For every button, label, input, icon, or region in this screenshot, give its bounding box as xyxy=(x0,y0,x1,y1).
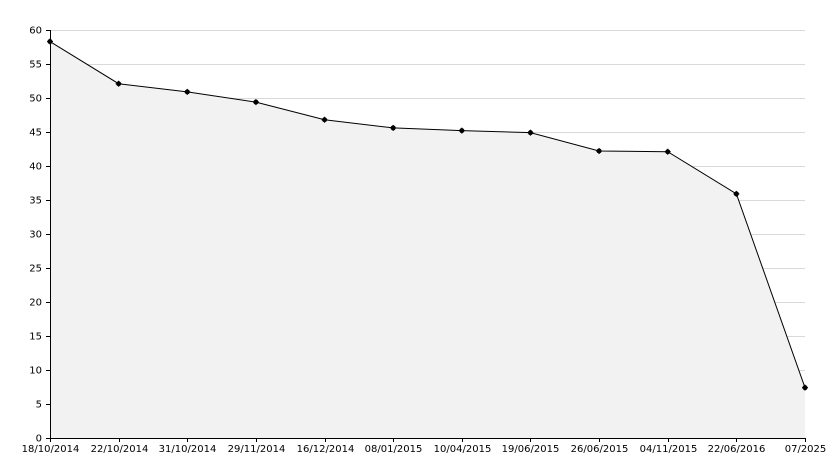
y-tick-label: 0 xyxy=(36,434,42,445)
y-tick-label: 50 xyxy=(29,94,42,105)
x-tick-label: 10/04/2015 xyxy=(434,444,492,455)
area-layer xyxy=(50,41,805,439)
x-tick-label: 22/10/2014 xyxy=(91,444,149,455)
data-point xyxy=(596,148,603,155)
x-tick-label: 26/06/2015 xyxy=(571,444,629,455)
y-tick-label: 55 xyxy=(29,60,42,71)
series-line xyxy=(49,41,806,388)
data-point xyxy=(733,190,740,197)
y-tick-label: 5 xyxy=(36,400,42,411)
data-point xyxy=(115,80,122,87)
data-point xyxy=(321,116,328,123)
y-tick-label: 35 xyxy=(29,196,42,207)
label-layer: 0 5 10 15 20 25 30 35 40 45 50 55 60 18/10/2014 22/10/… xyxy=(22,26,827,456)
x-tick-label: 16/12/2014 xyxy=(297,444,355,455)
y-tick-label: 40 xyxy=(29,162,42,173)
y-tick-label: 10 xyxy=(29,366,42,377)
data-point xyxy=(664,148,671,155)
y-tick-label: 20 xyxy=(29,298,42,309)
data-point xyxy=(802,384,808,391)
data-point xyxy=(252,99,259,106)
y-tick-label: 15 xyxy=(29,332,42,343)
y-tick-label: 45 xyxy=(29,128,42,139)
y-tick-label: 25 xyxy=(29,264,42,275)
x-tick-label: 19/06/2015 xyxy=(502,444,560,455)
x-tick-label: 08/01/2015 xyxy=(365,444,423,455)
data-point xyxy=(458,127,465,134)
data-point xyxy=(184,88,191,95)
axis-layer xyxy=(46,30,806,442)
x-tick-label: 29/11/2014 xyxy=(228,444,286,455)
x-tick-label: 31/10/2014 xyxy=(159,444,217,455)
x-tick-label: 04/11/2015 xyxy=(640,444,698,455)
x-tick-label: 18/10/2014 xyxy=(22,444,80,455)
data-point xyxy=(527,129,534,136)
line-layer xyxy=(49,41,806,388)
point-layer xyxy=(47,38,808,391)
data-point xyxy=(390,124,397,131)
series-area xyxy=(50,41,805,439)
x-tick-label: 22/06/2016 xyxy=(708,444,766,455)
data-point xyxy=(47,38,53,45)
y-tick-label: 30 xyxy=(29,230,42,241)
x-tick-label: 07/2025 xyxy=(785,444,827,455)
y-tick-label: 60 xyxy=(29,26,42,37)
